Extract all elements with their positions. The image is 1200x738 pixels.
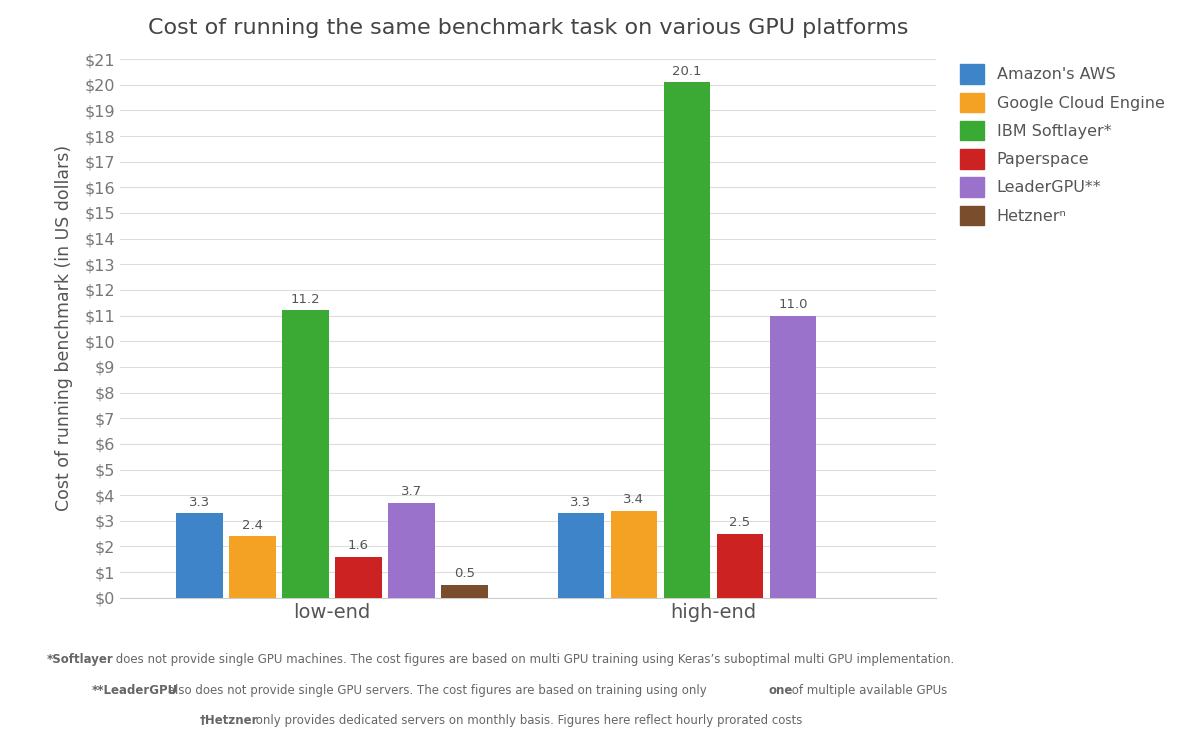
Text: 2.4: 2.4 — [242, 519, 263, 531]
Bar — [769, 316, 816, 598]
Text: one: one — [769, 684, 793, 697]
Bar — [558, 513, 605, 598]
Bar — [335, 556, 382, 598]
Bar — [282, 311, 329, 598]
Text: 20.1: 20.1 — [672, 64, 702, 77]
Title: Cost of running the same benchmark task on various GPU platforms: Cost of running the same benchmark task … — [148, 18, 908, 38]
Text: 3.3: 3.3 — [570, 495, 592, 508]
Bar — [176, 513, 223, 598]
Text: does not provide single GPU machines. The cost figures are based on multi GPU tr: does not provide single GPU machines. Th… — [112, 653, 954, 666]
Bar — [664, 82, 710, 598]
Text: 3.4: 3.4 — [624, 493, 644, 506]
Text: 0.5: 0.5 — [454, 568, 475, 580]
Text: 3.7: 3.7 — [401, 486, 422, 498]
Text: only provides dedicated servers on monthly basis. Figures here reflect hourly pr: only provides dedicated servers on month… — [252, 714, 802, 727]
Text: 11.0: 11.0 — [778, 298, 808, 311]
Y-axis label: Cost of running benchmark (in US dollars): Cost of running benchmark (in US dollars… — [55, 145, 73, 511]
Text: †Hetzner: †Hetzner — [199, 714, 258, 727]
Text: 2.5: 2.5 — [730, 516, 750, 529]
Bar — [611, 511, 658, 598]
Text: *Softlayer: *Softlayer — [47, 653, 114, 666]
Bar — [716, 534, 763, 598]
Bar — [229, 537, 276, 598]
Text: 3.3: 3.3 — [188, 495, 210, 508]
Text: **LeaderGPU: **LeaderGPU — [92, 684, 179, 697]
Bar — [388, 503, 434, 598]
Bar — [442, 585, 487, 598]
Text: 11.2: 11.2 — [290, 293, 320, 306]
Text: also does not provide single GPU servers. The cost figures are based on training: also does not provide single GPU servers… — [163, 684, 710, 697]
Text: 1.6: 1.6 — [348, 539, 368, 552]
Text: of multiple available GPUs: of multiple available GPUs — [788, 684, 948, 697]
Legend: Amazon's AWS, Google Cloud Engine, IBM Softlayer*, Paperspace, LeaderGPU**, Hetz: Amazon's AWS, Google Cloud Engine, IBM S… — [952, 56, 1172, 233]
